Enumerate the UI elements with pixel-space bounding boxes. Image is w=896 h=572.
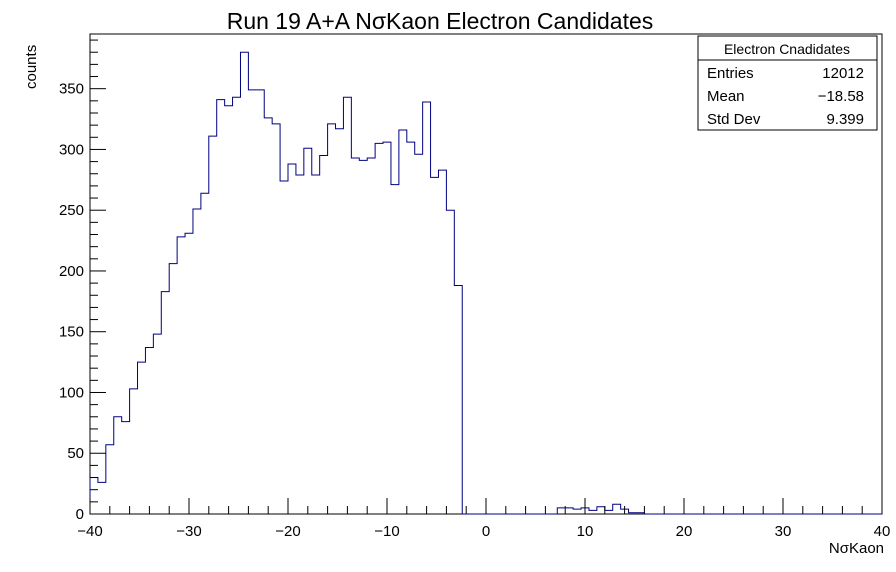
x-tick-label: −30: [176, 523, 201, 540]
stats-stddev-value: 9.399: [826, 111, 864, 128]
x-tick-label: 30: [775, 523, 792, 540]
histogram-series: [89, 51, 882, 515]
x-tick-label: 40: [874, 523, 891, 540]
y-tick-label: 0: [76, 506, 84, 523]
stats-entries-value: 12012: [822, 65, 864, 82]
x-tick-label: −10: [374, 523, 399, 540]
y-tick-label: 350: [59, 81, 84, 98]
stats-stddev-label: Std Dev: [707, 111, 761, 128]
stats-mean-label: Mean: [707, 88, 745, 105]
histogram-line: [89, 51, 882, 515]
stats-mean-value: −18.58: [818, 88, 864, 105]
stats-box-title: Electron Cnadidates: [724, 41, 850, 57]
stats-box: Electron Cnadidates Entries 12012 Mean −…: [697, 35, 878, 131]
x-tick-label: −40: [77, 523, 102, 540]
y-tick-label: 200: [59, 263, 84, 280]
x-axis-label: NσKaon: [829, 540, 884, 557]
chart-title: Run 19 A+A NσKaon Electron Candidates: [227, 8, 654, 34]
y-axis-label: counts: [23, 45, 40, 89]
x-axis: −40 −30 −20 −10 0 10 20 30 40: [77, 498, 890, 540]
y-axis: 0 50 100 150 200 250 300 350: [59, 39, 106, 523]
y-tick-label: 50: [67, 445, 84, 462]
y-tick-label: 100: [59, 384, 84, 401]
y-tick-label: 150: [59, 324, 84, 341]
x-tick-label: 10: [577, 523, 594, 540]
x-tick-label: 0: [482, 523, 490, 540]
y-tick-label: 300: [59, 141, 84, 158]
y-tick-label: 250: [59, 202, 84, 219]
stats-entries-label: Entries: [707, 65, 754, 82]
x-tick-label: 20: [676, 523, 693, 540]
x-tick-label: −20: [275, 523, 300, 540]
